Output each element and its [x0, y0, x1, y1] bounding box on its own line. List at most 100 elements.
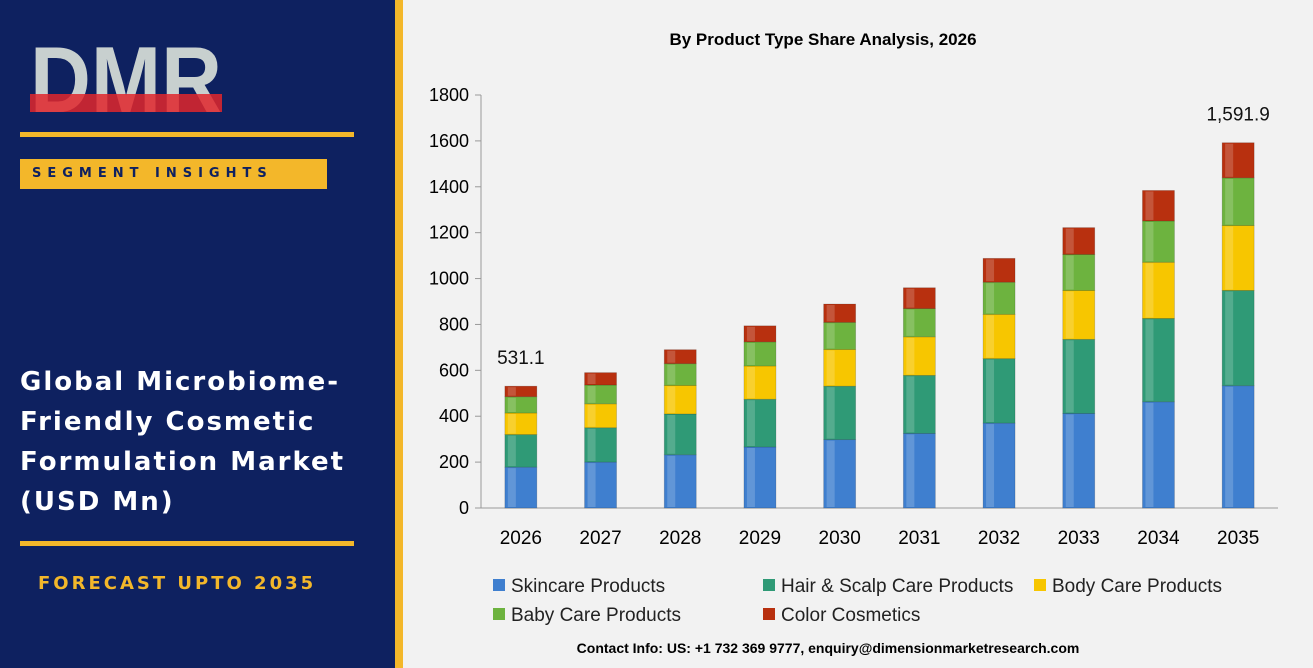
bar-segment-highlight	[906, 376, 915, 433]
bar-segment-highlight	[746, 326, 755, 341]
y-tick-label: 200	[439, 452, 469, 472]
bar-segment-body-care-products	[982, 313, 1016, 360]
legend-item: Color Cosmetics	[763, 605, 920, 627]
bar-segment-highlight	[1065, 255, 1074, 290]
bar-segment-skincare-products	[982, 422, 1016, 509]
bar-segment-highlight	[746, 342, 755, 365]
segment-insights-badge: SEGMENT INSIGHTS	[20, 159, 327, 189]
legend-label: Hair & Scalp Care Products	[781, 576, 1014, 597]
bar-segment-baby-care-products	[1062, 254, 1096, 291]
y-tick-label: 400	[439, 406, 469, 426]
bar-segment-baby-care-products	[902, 308, 936, 338]
bar-segment-hair-scalp-care-products	[743, 398, 777, 448]
bar-segment-highlight	[507, 435, 516, 467]
bar-segment-hair-scalp-care-products	[584, 427, 617, 463]
bar-segment-hair-scalp-care-products	[1142, 318, 1175, 403]
market-title-line: Friendly Cosmetic	[20, 407, 316, 437]
bar-segment-skincare-products	[743, 446, 777, 509]
y-tick-label: 1400	[429, 177, 469, 197]
bar-segment-baby-care-products	[1221, 177, 1255, 226]
y-tick-label: 600	[439, 360, 469, 380]
bar-segment-highlight	[1225, 291, 1234, 385]
chart-title: By Product Type Share Analysis, 2026	[669, 30, 977, 49]
y-tick-label: 800	[439, 314, 469, 334]
bar-segment-highlight	[1225, 226, 1234, 290]
x-tick-label: 2033	[1058, 528, 1100, 549]
bar-segment-skincare-products	[584, 461, 617, 509]
bar-segment-color-cosmetics	[902, 287, 936, 310]
legend-label: Body Care Products	[1052, 576, 1223, 597]
bar-segment-highlight	[587, 463, 596, 507]
bar-segment-highlight	[587, 428, 596, 462]
bar-segment-body-care-products	[902, 336, 936, 376]
bar-segment-body-care-products	[1142, 261, 1175, 319]
bar-segment-highlight	[1225, 386, 1234, 507]
legend-label: Color Cosmetics	[781, 605, 921, 626]
bar-segment-color-cosmetics	[1142, 190, 1175, 222]
bar-segment-highlight	[667, 350, 676, 363]
bar-segment-skincare-products	[823, 439, 857, 509]
market-title-line: (USD Mn)	[20, 487, 175, 517]
bar-segment-highlight	[826, 387, 835, 439]
bar-segment-skincare-products	[504, 466, 538, 509]
gold-line-bottom	[20, 541, 354, 546]
bar-segment-body-care-products	[743, 365, 777, 400]
bar-segment-highlight	[1145, 319, 1154, 401]
bar-segment-highlight	[1225, 178, 1234, 225]
legend-item: Baby Care Products	[493, 605, 681, 627]
x-tick-label: 2028	[659, 528, 701, 549]
bar-segment-highlight	[746, 366, 755, 399]
bar-segment-body-care-products	[663, 385, 697, 415]
bar-segment-skincare-products	[663, 454, 697, 509]
bar-segment-highlight	[826, 440, 835, 507]
total-value-label: 531.1	[497, 348, 545, 369]
bar-segment-highlight	[1145, 402, 1154, 507]
dmr-logo: DMR	[30, 36, 222, 122]
y-tick-label: 1600	[429, 131, 469, 151]
bar-segment-color-cosmetics	[1062, 227, 1096, 255]
bar-segment-color-cosmetics	[584, 372, 617, 386]
legend-item: Body Care Products	[1034, 576, 1222, 598]
legend-label: Baby Care Products	[511, 605, 682, 626]
contact-info: Contact Info: US: +1 732 369 9777, enqui…	[576, 640, 1080, 656]
bar-segment-color-cosmetics	[823, 303, 857, 323]
bar-segment-hair-scalp-care-products	[982, 358, 1016, 424]
bar-segment-highlight	[1225, 143, 1234, 177]
bar-segment-highlight	[986, 315, 995, 358]
bar-segment-highlight	[906, 337, 915, 375]
bar-segment-color-cosmetics	[504, 385, 538, 398]
bar-segment-highlight	[986, 259, 995, 282]
bar-segment-hair-scalp-care-products	[1221, 290, 1255, 387]
bar-segment-highlight	[1145, 263, 1154, 318]
bar-segment-color-cosmetics	[982, 257, 1016, 283]
legend-label: Skincare Products	[511, 576, 666, 597]
bar-segment-highlight	[587, 404, 596, 427]
x-tick-label: 2029	[739, 528, 781, 549]
bar-segment-baby-care-products	[982, 281, 1016, 315]
bar-segment-baby-care-products	[743, 341, 777, 367]
x-tick-label: 2031	[898, 528, 940, 549]
legend-item: Hair & Scalp Care Products	[763, 576, 1013, 598]
bar-segment-highlight	[1065, 228, 1074, 254]
bar-segment-highlight	[826, 305, 835, 322]
bar-segment-body-care-products	[1062, 290, 1096, 340]
y-tick-label: 1200	[429, 223, 469, 243]
bar-segment-hair-scalp-care-products	[823, 385, 857, 441]
bar-segment-baby-care-products	[823, 321, 857, 350]
x-tick-label: 2032	[978, 528, 1020, 549]
x-tick-label: 2026	[500, 528, 542, 549]
y-tick-label: 0	[459, 498, 469, 518]
bar-segment-highlight	[1145, 191, 1154, 220]
bar-segment-highlight	[906, 309, 915, 336]
market-title-line: Global Microbiome-	[20, 367, 341, 397]
bar-segment-highlight	[986, 359, 995, 423]
bar-segment-highlight	[587, 373, 596, 385]
bar-segment-highlight	[667, 414, 676, 454]
legend-swatch	[493, 608, 505, 620]
bar-segment-highlight	[1145, 221, 1154, 262]
bar-segment-highlight	[1065, 414, 1074, 507]
bar-segment-highlight	[986, 424, 995, 507]
bar-segment-highlight	[746, 400, 755, 446]
bar-segment-color-cosmetics	[663, 349, 697, 365]
vertical-divider	[395, 0, 403, 668]
